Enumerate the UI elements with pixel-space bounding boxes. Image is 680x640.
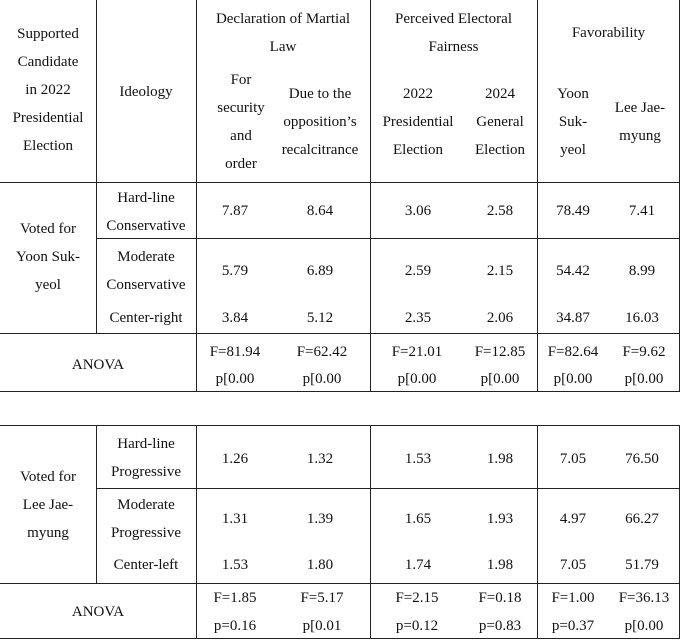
group2-row2-ideology: Moderate Progressive (111, 497, 181, 541)
group1-label: Voted for Yoon Suk- yeol (16, 221, 80, 293)
group1-row3-ideology: Center-right (109, 310, 183, 326)
cell-value: 8.64 (306, 203, 334, 219)
group1-anova-label: ANOVA (71, 357, 125, 373)
header-ideology: Ideology (119, 84, 173, 100)
rule2-col-ideology (96, 425, 97, 583)
rule-col-martial (196, 0, 197, 391)
cell-value: 7.05 (559, 557, 587, 573)
rule-group1-row1-bottom (96, 238, 680, 239)
anova-p-value: p[0.00 (553, 371, 593, 387)
cell-value: 66.27 (625, 511, 659, 527)
header-yoon: Yoon Suk- yeol (557, 86, 589, 158)
header-candidate: Supported Candidate in 2022 Presidential E… (12, 26, 84, 154)
cell-value: 1.65 (404, 511, 432, 527)
anova-p-value: p[0.01 (302, 618, 342, 634)
anova-p-value: p[0.00 (480, 371, 520, 387)
cell-value: 1.26 (221, 451, 249, 467)
cell-value: 5.79 (221, 263, 249, 279)
cell-value: 1.80 (306, 557, 334, 573)
cell-value: 51.79 (625, 557, 659, 573)
cell-value: 1.98 (486, 557, 514, 573)
cell-value: 2.58 (486, 203, 514, 219)
cell-value: 1.98 (486, 451, 514, 467)
anova-p-value: p=0.16 (213, 618, 257, 634)
group2-row3-ideology: Center-left (113, 557, 179, 573)
cell-value: 54.42 (556, 263, 590, 279)
header-fairness: Perceived Electoral Fairness (394, 11, 513, 55)
header-gen2024: 2024 General Election (475, 86, 525, 158)
rule-group2-row1-bottom (96, 488, 680, 489)
rule2-col-favorability (537, 425, 538, 638)
anova-p-value: p[0.00 (397, 371, 437, 387)
cell-value: 1.93 (486, 511, 514, 527)
cell-value: 1.74 (404, 557, 432, 573)
anova-f-value: F=21.01 (391, 344, 443, 360)
rule-col-favorability (537, 0, 538, 391)
cell-value: 3.84 (221, 310, 249, 326)
cell-value: 3.06 (404, 203, 432, 219)
cell-value: 1.39 (306, 511, 334, 527)
anova-f-value: F=1.85 (213, 590, 257, 606)
rule-col-ideology (96, 0, 97, 333)
group2-label: Voted for Lee Jae- myung (20, 469, 76, 541)
header-favorability: Favorability (571, 25, 646, 41)
header-martial-law: Declaration of Martial Law (215, 11, 351, 55)
anova-p-value: p[0.00 (302, 371, 342, 387)
rule2-col-martial (196, 425, 197, 638)
cell-value: 5.12 (306, 310, 334, 326)
cell-value: 1.53 (221, 557, 249, 573)
cell-value: 7.05 (559, 451, 587, 467)
cell-value: 34.87 (556, 310, 590, 326)
header-lee: Lee Jae-myung (614, 100, 666, 144)
cell-value: 2.35 (404, 310, 432, 326)
rule2-col-fairness (370, 425, 371, 638)
anova-f-value: F=82.64 (547, 344, 599, 360)
anova-f-value: F=5.17 (300, 590, 344, 606)
anova-f-value: F=1.00 (551, 590, 595, 606)
rule-anova1-bottom (0, 391, 680, 392)
cell-value: 8.99 (628, 263, 656, 279)
rule-group2-bottom (0, 583, 680, 584)
anova-p-value: p=0.12 (395, 618, 439, 634)
header-opposition: Due to the opposition’s recalcitrance (281, 86, 359, 158)
cell-value: 1.31 (221, 511, 249, 527)
cell-value: 2.59 (404, 263, 432, 279)
cell-value: 76.50 (625, 451, 659, 467)
anova-f-value: F=36.13 (618, 590, 670, 606)
cell-value: 2.15 (486, 263, 514, 279)
group1-row2-ideology: Moderate Conservative (106, 249, 186, 293)
cell-value: 7.87 (221, 203, 249, 219)
anova-p-value: p[0.00 (624, 371, 664, 387)
group2-row1-ideology: Hard-line Progressive (111, 436, 181, 480)
anova-f-value: F=62.42 (296, 344, 348, 360)
cell-value: 4.97 (559, 511, 587, 527)
anova-f-value: F=2.15 (395, 590, 439, 606)
cell-value: 2.06 (486, 310, 514, 326)
cell-value: 1.53 (404, 451, 432, 467)
cell-value: 78.49 (556, 203, 590, 219)
anova-p-value: p[0.00 (215, 371, 255, 387)
group2-anova-label: ANOVA (71, 604, 125, 620)
cell-value: 16.03 (625, 310, 659, 326)
rule-table-bottom (0, 638, 680, 639)
anova-f-value: F=9.62 (622, 344, 666, 360)
anova-p-value: p=0.37 (551, 618, 595, 634)
anova-p-value: p[0.00 (624, 618, 664, 634)
header-pres2022: 2022 Presidential Election (382, 86, 454, 158)
anova-f-value: F=0.18 (478, 590, 522, 606)
cell-value: 1.32 (306, 451, 334, 467)
rule-col-fairness (370, 0, 371, 391)
anova-f-value: F=81.94 (209, 344, 261, 360)
anova-p-value: p=0.83 (478, 618, 522, 634)
cell-value: 7.41 (628, 203, 656, 219)
rule-header-bottom (0, 182, 680, 183)
anova-f-value: F=12.85 (474, 344, 526, 360)
cell-value: 6.89 (306, 263, 334, 279)
rule-group2-top (0, 425, 680, 426)
header-security: For security and order (217, 72, 265, 172)
group1-row1-ideology: Hard-line Conservative (106, 190, 186, 234)
rule-group1-bottom (0, 333, 680, 334)
